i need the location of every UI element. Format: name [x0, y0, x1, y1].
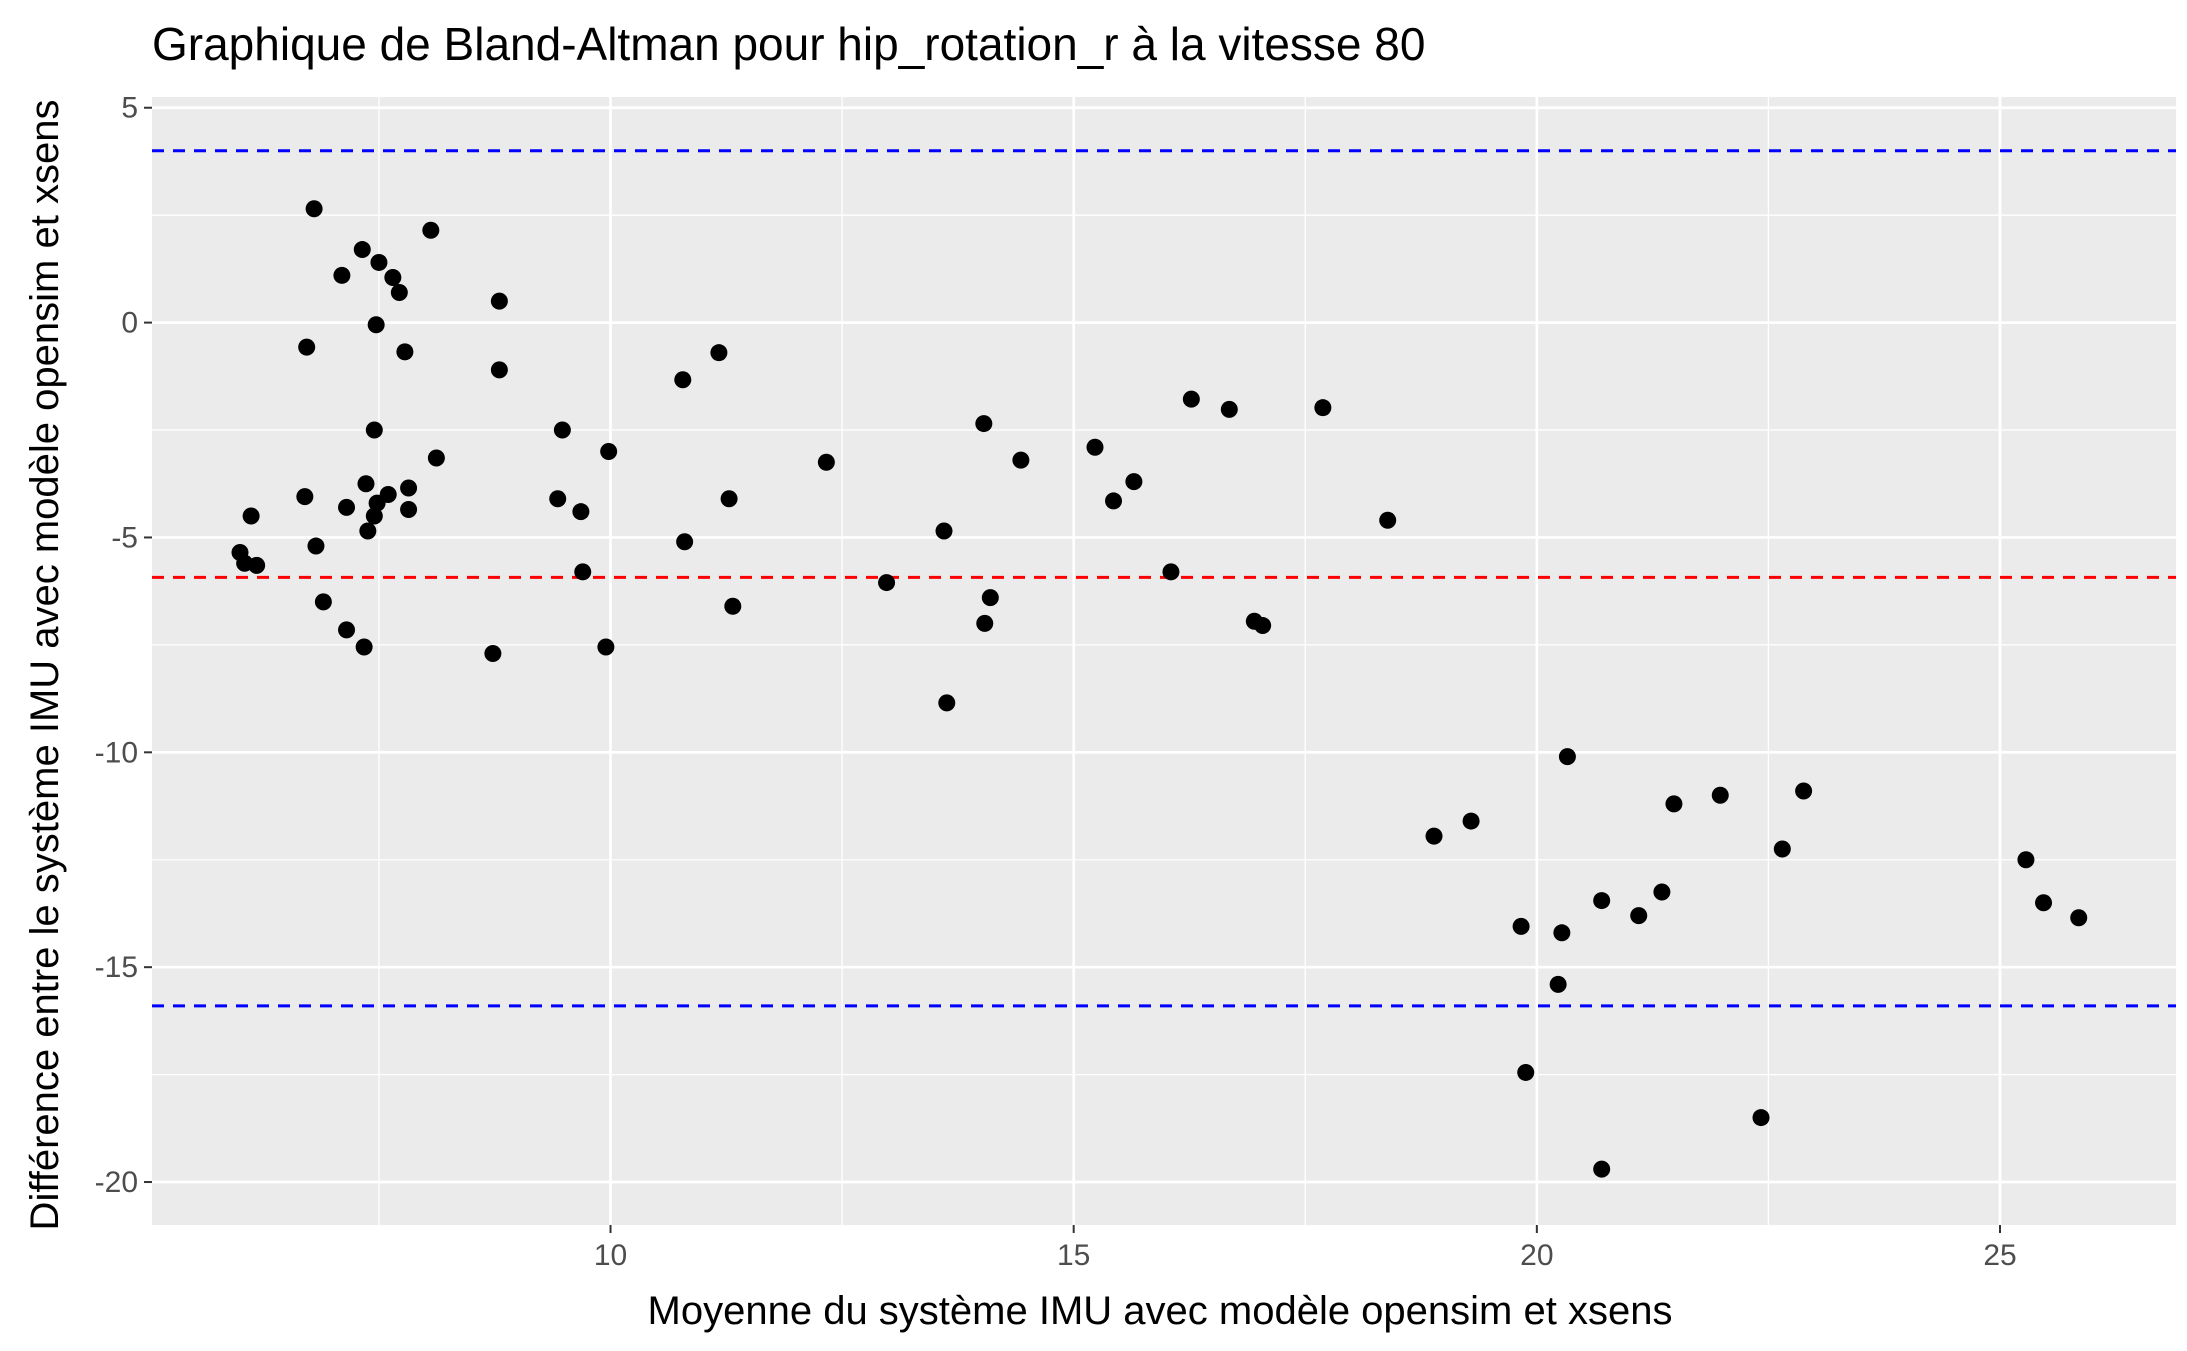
data-point	[427, 449, 445, 467]
y-tick-label: 0	[121, 307, 138, 340]
data-point	[307, 537, 325, 555]
y-axis-title: Différence entre le système IMU avec mod…	[23, 100, 67, 1231]
data-point	[1425, 827, 1443, 845]
data-point	[1379, 511, 1397, 529]
data-point	[1558, 748, 1576, 766]
data-point	[1711, 786, 1729, 804]
data-point	[367, 316, 385, 334]
data-point	[981, 589, 999, 607]
data-point	[296, 488, 314, 506]
data-point	[365, 507, 383, 525]
x-tick-label: 10	[594, 1239, 627, 1272]
data-point	[572, 503, 590, 521]
data-point	[353, 241, 371, 259]
minor-gridlines	[152, 97, 2176, 1225]
data-point	[248, 556, 266, 574]
data-point	[597, 638, 615, 656]
data-point	[600, 443, 618, 461]
data-point	[549, 490, 567, 508]
data-point	[1512, 917, 1530, 935]
major-gridlines	[152, 97, 2176, 1225]
data-point	[314, 593, 332, 611]
data-point	[1553, 924, 1571, 942]
data-point	[1125, 473, 1143, 491]
data-point	[938, 694, 956, 712]
data-point	[355, 638, 373, 656]
data-point	[674, 371, 692, 389]
data-point	[1795, 782, 1813, 800]
data-point	[359, 522, 377, 540]
data-point	[1254, 617, 1272, 635]
data-point	[422, 221, 440, 239]
y-tick-label: -10	[95, 736, 138, 769]
data-point	[1086, 438, 1104, 456]
data-point	[338, 621, 356, 639]
data-points	[231, 200, 2088, 1178]
data-point	[710, 344, 728, 362]
data-point	[400, 479, 418, 497]
y-tick-label: 5	[121, 92, 138, 125]
data-point	[2017, 851, 2035, 869]
data-point	[817, 453, 835, 471]
data-point	[490, 361, 508, 379]
x-tick-label: 15	[1057, 1239, 1090, 1272]
y-tick-label: -15	[95, 951, 138, 984]
data-point	[2070, 909, 2088, 927]
data-point	[1220, 400, 1238, 418]
plot-panel	[152, 97, 2176, 1225]
data-point	[390, 284, 408, 302]
data-point	[370, 253, 388, 271]
data-point	[396, 343, 414, 361]
data-point	[338, 498, 356, 516]
data-point	[724, 597, 742, 615]
data-point	[1182, 390, 1200, 408]
data-point	[1665, 795, 1683, 813]
data-point	[1549, 975, 1567, 993]
data-point	[305, 200, 323, 218]
data-point	[1752, 1109, 1770, 1127]
chart-title: Graphique de Bland-Altman pour hip_rotat…	[152, 18, 1425, 70]
data-point	[365, 421, 383, 439]
data-point	[1105, 492, 1123, 510]
data-point	[2035, 894, 2053, 912]
x-tick-label: 25	[1983, 1239, 2016, 1272]
data-point	[484, 644, 502, 662]
data-point	[333, 266, 351, 284]
data-point	[574, 563, 592, 581]
x-tick-label: 20	[1520, 1239, 1553, 1272]
data-point	[384, 268, 402, 286]
data-point	[357, 475, 375, 493]
data-point	[1773, 840, 1791, 858]
data-point	[1630, 907, 1648, 925]
data-point	[976, 614, 994, 632]
data-point	[720, 490, 738, 508]
data-point	[935, 522, 953, 540]
data-point	[1593, 892, 1611, 910]
data-point	[1462, 812, 1480, 830]
data-point	[490, 292, 508, 310]
data-point	[553, 421, 571, 439]
data-point	[379, 485, 397, 503]
x-axis-title: Moyenne du système IMU avec modèle opens…	[648, 1289, 1673, 1333]
reference-lines	[152, 149, 2176, 1008]
y-tick-label: -5	[111, 521, 138, 554]
data-point	[1517, 1063, 1535, 1081]
data-point	[1012, 451, 1030, 469]
data-point	[1593, 1160, 1611, 1178]
data-point	[400, 501, 418, 519]
data-point	[975, 415, 993, 433]
data-point	[242, 507, 260, 525]
data-point	[676, 533, 694, 551]
x-axis-ticks: 10 15 20 25	[594, 1225, 2017, 1272]
data-point	[1653, 883, 1671, 901]
data-point	[1162, 563, 1180, 581]
data-point	[1314, 399, 1332, 417]
y-axis-ticks: 5 0 -5 -10 -15 -20	[95, 92, 152, 1199]
data-point	[298, 338, 316, 356]
y-tick-label: -20	[95, 1166, 138, 1199]
data-point	[878, 574, 896, 592]
